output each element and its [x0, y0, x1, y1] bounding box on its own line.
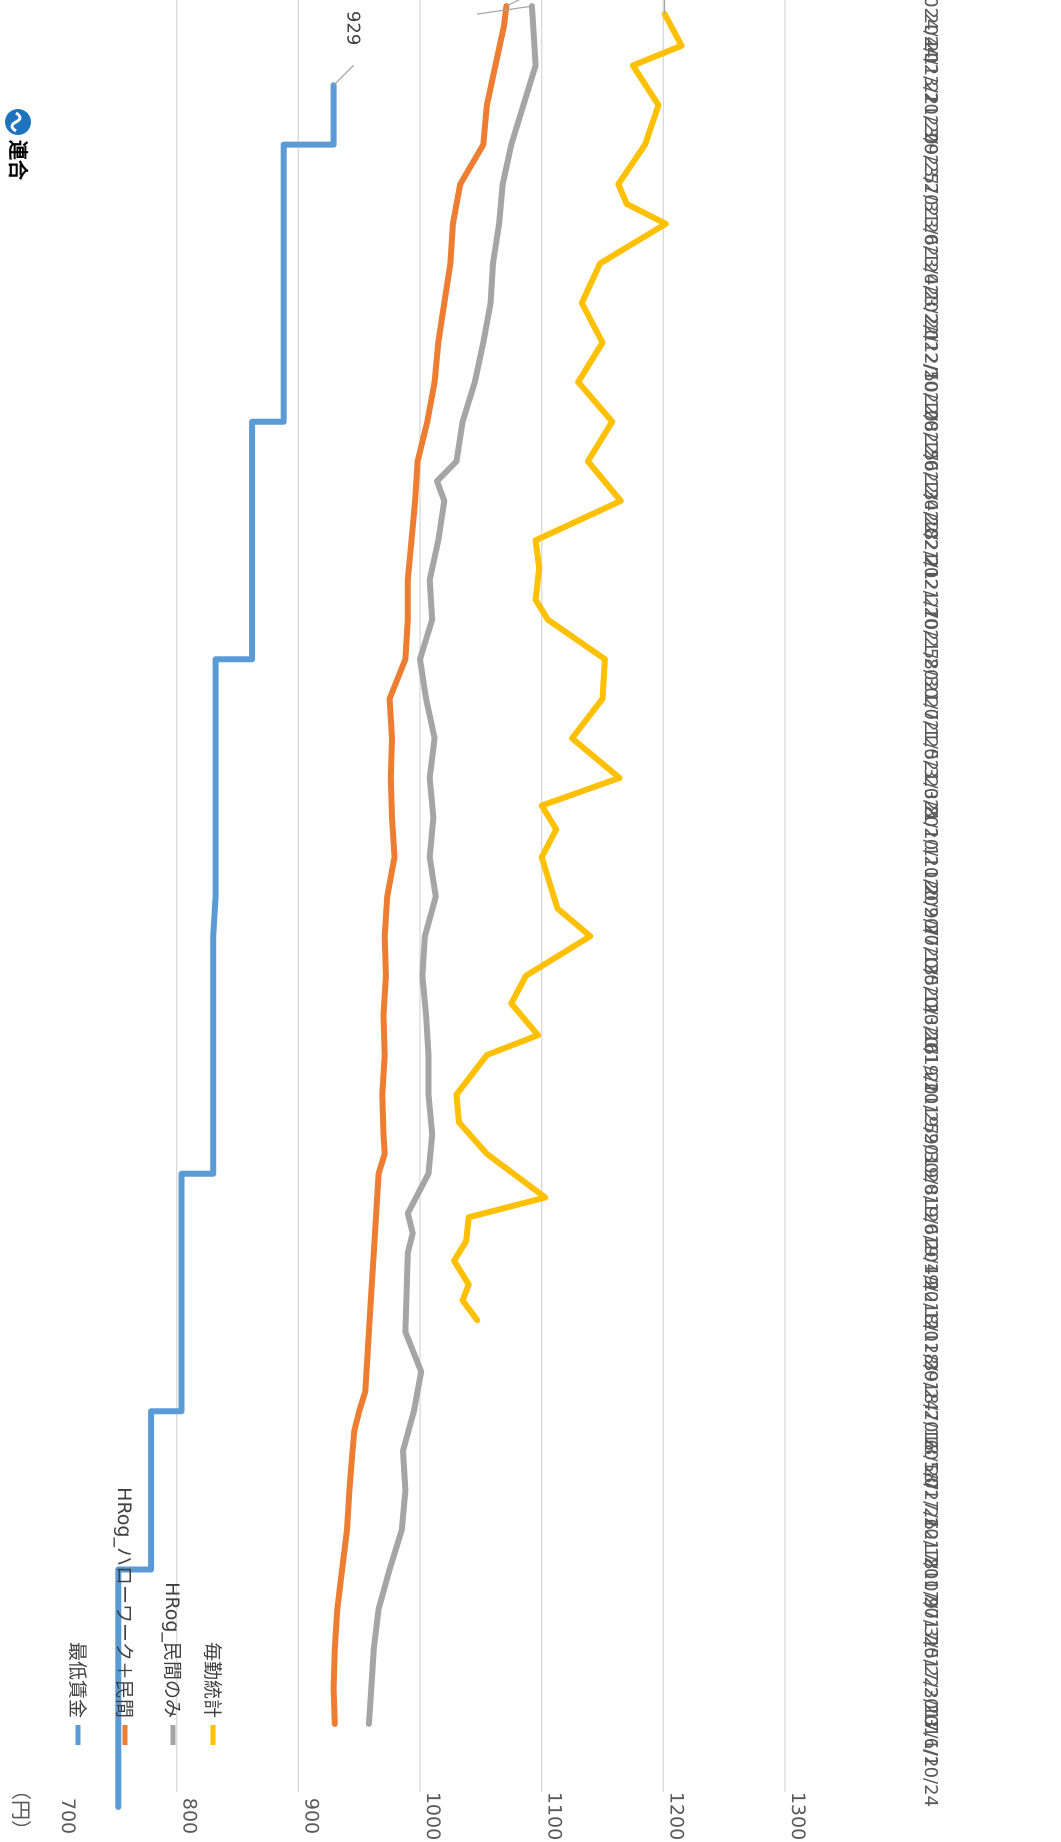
y-tick-label: 800: [179, 1798, 201, 1834]
logo-text: 連合: [6, 140, 30, 181]
y-tick-label: 1300: [787, 1792, 809, 1840]
x-tick-label: 2019/2/11: [920, 1240, 941, 1332]
x-tick-label: 2017/10/9: [920, 1517, 941, 1609]
x-tick-label: 2024/1/22: [920, 13, 941, 105]
x-tick-label: 2020/1/20: [920, 1002, 941, 1094]
end-value-labels: 929107110921201: [333, 0, 666, 86]
x-tick-label: 2022/2/21: [920, 488, 941, 580]
x-tick-label: 2021/3/8: [920, 737, 941, 818]
x-tick-label: 2020/3/16: [920, 963, 941, 1055]
x-tick-label: 2016/10/24: [920, 1703, 941, 1807]
x-tick-label: 2023/6/1: [920, 183, 941, 264]
series-line: [330, 3, 510, 1727]
legend: 最低賃金 HRog_ハローワーク＋民間 HRog_民間のみ 毎勤統計: [66, 1487, 223, 1745]
x-tick-label: 2017/3/13: [920, 1636, 941, 1728]
legend-label: 最低賃金: [66, 1642, 88, 1718]
x-tick-label: 2022/4/18: [920, 448, 941, 540]
gridlines: [176, 0, 786, 1792]
y-tick-label: 1200: [665, 1792, 687, 1840]
x-tick-label: 2021/5/3: [920, 697, 941, 778]
x-tick-label: 2019/4/1: [920, 1212, 941, 1293]
x-tick-label: 2021/10/25: [920, 555, 941, 659]
legend-label: HRog_民間のみ: [161, 1582, 183, 1718]
y-axis-tick-labels: 700 800 900 1000 1100 1200 1300: [57, 1792, 809, 1840]
y-tick-label: 1100: [544, 1792, 566, 1840]
x-tick-label: 2019/6/1: [920, 1172, 941, 1253]
x-tick-label: 2021/7/1: [920, 657, 941, 738]
legend-label: HRog_ハローワーク＋民間: [113, 1487, 135, 1718]
y-tick-label: 900: [300, 1798, 322, 1834]
x-axis-tick-labels: 2016/10/242017/1/22017/3/132017/5/222017…: [920, 0, 941, 1807]
x-tick-label: 2018/7/16: [920, 1358, 941, 1450]
x-tick-label: 2023/2/1: [920, 262, 941, 343]
x-tick-label: 2020/5/11: [920, 923, 941, 1015]
x-tick-label: 2019/9/30: [920, 1081, 941, 1173]
series-line: [365, 3, 539, 1727]
series-lines: [115, 3, 685, 1810]
x-tick-label: 2021/8/30: [920, 606, 941, 698]
legend-label: 毎勤統計: [201, 1642, 223, 1718]
x-tick-label: 2017/7/31: [920, 1556, 941, 1648]
series-line: [115, 82, 337, 1810]
x-tick-label: 2018/5/7: [920, 1410, 941, 1491]
x-tick-label: 2022/12/5: [920, 290, 941, 382]
x-tick-label: 2024/4/1: [920, 0, 941, 65]
leader-line: [333, 64, 355, 86]
x-tick-label: 2023/11/20: [920, 41, 941, 145]
x-tick-label: 2020/7/13: [920, 884, 941, 976]
x-tick-label: 2017/5/22: [920, 1596, 941, 1688]
x-tick-label: 2018/2/26: [920, 1438, 941, 1530]
x-tick-label: 2022/8/15: [920, 369, 941, 461]
x-tick-label: 2017/1/2: [920, 1687, 941, 1768]
unit-label: （円）: [9, 1780, 33, 1840]
x-tick-label: 2020/9/7: [920, 855, 941, 936]
rengo-logo-wave-icon: [10, 111, 22, 133]
x-tick-label: 2018/12/3: [920, 1279, 941, 1371]
end-value-label: 929: [343, 11, 364, 45]
leader-line: [506, 0, 520, 7]
x-tick-label: 2021/12/27: [920, 516, 941, 620]
x-tick-label: 2020/11/2: [920, 804, 941, 896]
x-tick-label: 2022/6/13: [920, 409, 941, 501]
x-tick-label: 2023/7/31: [920, 132, 941, 224]
x-tick-label: 2021/1/1: [920, 776, 941, 857]
y-tick-label: 1000: [422, 1792, 444, 1840]
x-tick-label: 2022/10/10: [920, 318, 941, 422]
leader-line: [476, 5, 533, 15]
x-tick-label: 2023/4/1: [920, 222, 941, 303]
x-tick-label: 2017/12/18: [920, 1466, 941, 1570]
x-tick-label: 2019/11/25: [920, 1030, 941, 1134]
x-tick-label: 2023/9/25: [920, 92, 941, 184]
x-tick-label: 2018/9/24: [920, 1319, 941, 1411]
x-tick-label: 2019/8/1: [920, 1132, 941, 1213]
series-line: [451, 11, 685, 1324]
y-tick-label: 700: [57, 1798, 79, 1834]
rengo-logo: 連合: [5, 109, 31, 181]
